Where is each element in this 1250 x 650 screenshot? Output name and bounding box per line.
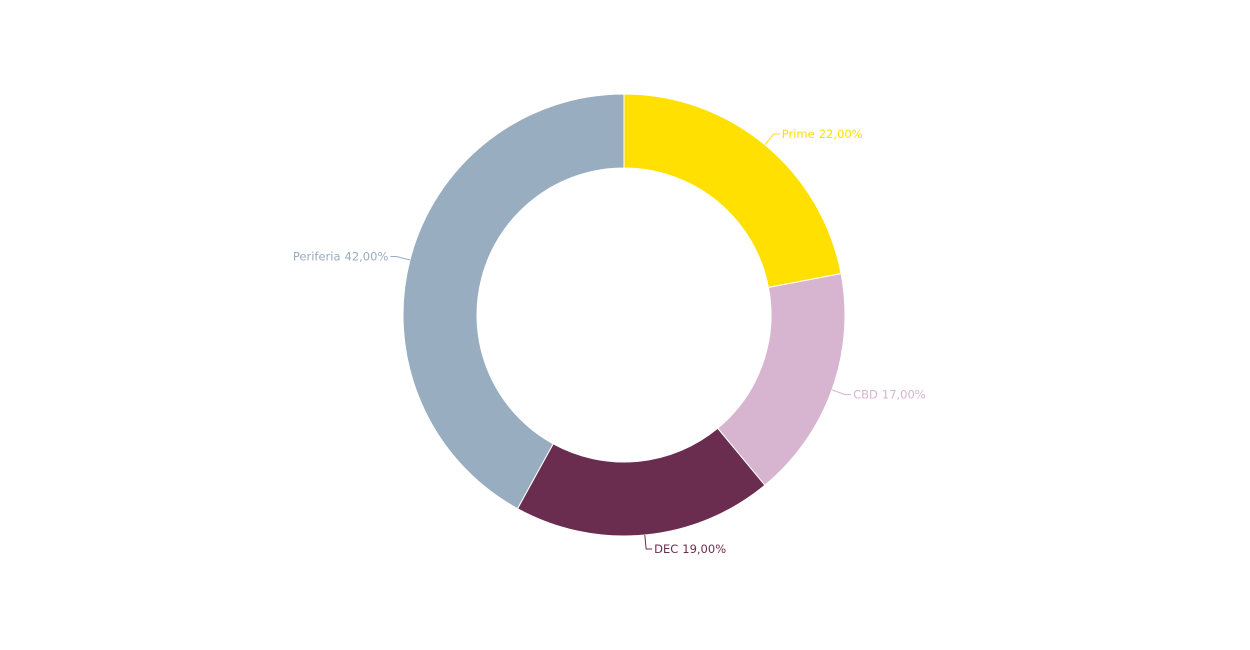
leader-line bbox=[644, 534, 653, 550]
donut-slice bbox=[623, 93, 842, 289]
leader-line bbox=[764, 133, 780, 146]
slice-label: Periferia 42,00% bbox=[293, 249, 389, 263]
donut-slice bbox=[516, 427, 766, 537]
donut-slice bbox=[402, 93, 625, 510]
slice-label-value: 22,00% bbox=[819, 126, 863, 140]
slice-label-value: 17,00% bbox=[882, 387, 926, 401]
slice-label-value: 19,00% bbox=[682, 541, 726, 555]
slice-label-name: Periferia bbox=[293, 249, 341, 263]
leader-line bbox=[831, 389, 852, 396]
slice-label-name: DEC bbox=[654, 541, 678, 555]
slice-label: Prime 22,00% bbox=[782, 126, 863, 140]
slice-label-value: 42,00% bbox=[345, 249, 389, 263]
slice-label-name: CBD bbox=[853, 387, 878, 401]
slice-label: DEC 19,00% bbox=[654, 541, 726, 555]
leader-line bbox=[390, 256, 411, 261]
slice-label: CBD 17,00% bbox=[853, 387, 926, 401]
slice-label-name: Prime bbox=[782, 126, 815, 140]
